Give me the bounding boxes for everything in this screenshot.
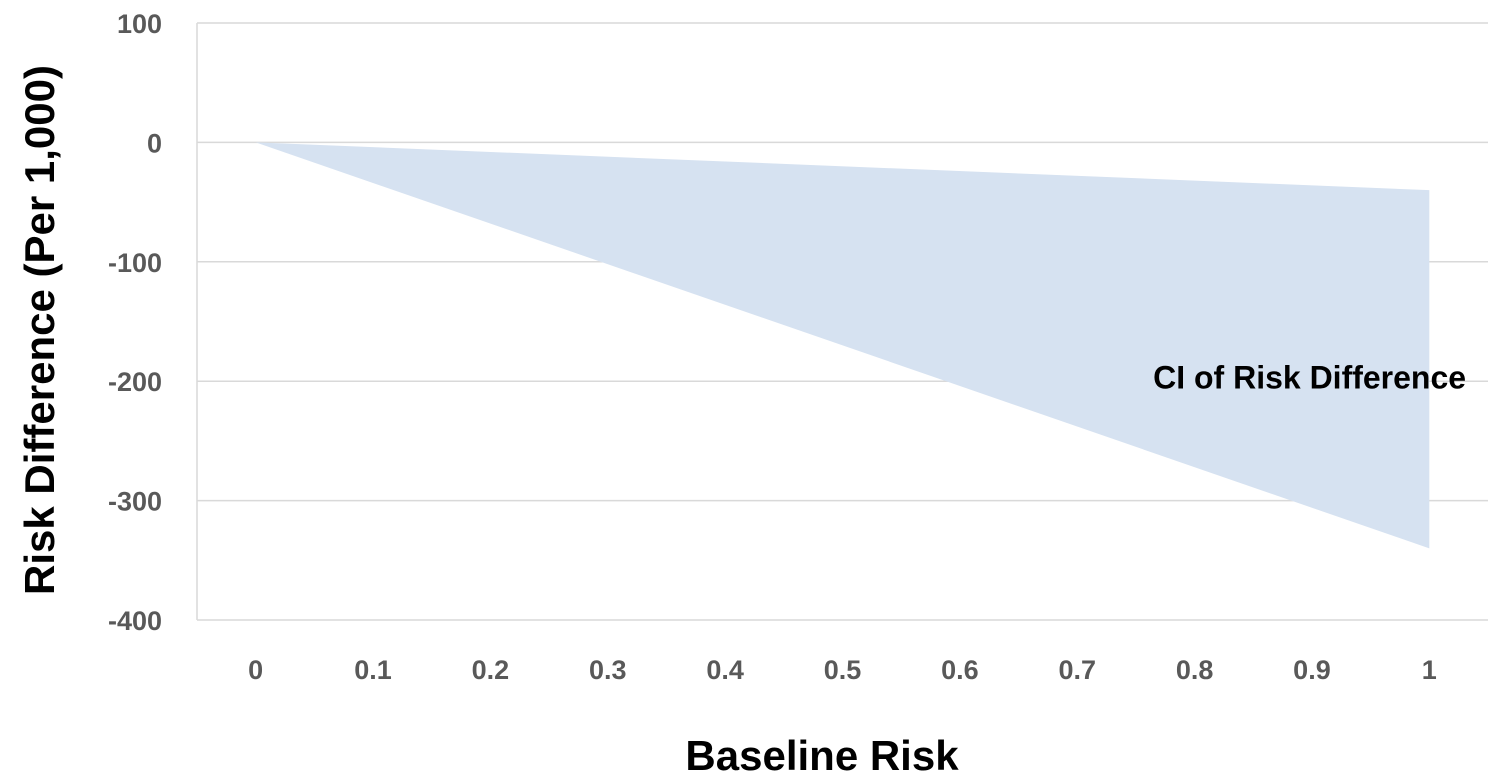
x-tick-label-9: 0.9 [1293,655,1331,685]
x-tick-label-5: 0.5 [824,655,862,685]
x-tick-label-7: 0.7 [1058,655,1096,685]
x-tick-label-1: 0.1 [354,655,392,685]
x-tick-label-4: 0.4 [706,655,744,685]
confidence-band-layer [255,142,1430,549]
y-tick-label-5: -400 [108,606,162,636]
x-tick-label-6: 0.6 [941,655,979,685]
y-tick-label-4: -300 [108,487,162,517]
x-tick-label-2: 0.2 [472,655,510,685]
x-tick-labels: 0 0.1 0.2 0.3 0.4 0.5 0.6 0.7 0.8 0.9 1 [248,655,1437,685]
y-axis-title: Risk Difference (Per 1,000) [16,65,63,595]
x-tick-label-3: 0.3 [589,655,627,685]
x-tick-label-8: 0.8 [1176,655,1214,685]
confidence-band-0 [255,142,1430,549]
y-tick-labels: 100 0 -100 -200 -300 -400 [108,9,162,636]
y-tick-label-3: -200 [108,367,162,397]
x-axis-title: Baseline Risk [685,732,959,779]
y-tick-label-2: -100 [108,248,162,278]
x-tick-label-0: 0 [248,655,263,685]
annotation-label-0: CI of Risk Difference [1153,360,1466,396]
annotations: CI of Risk Difference [1153,360,1466,396]
x-tick-label-10: 1 [1422,655,1437,685]
y-tick-label-1: 0 [147,128,162,158]
y-tick-label-0: 100 [117,9,162,39]
